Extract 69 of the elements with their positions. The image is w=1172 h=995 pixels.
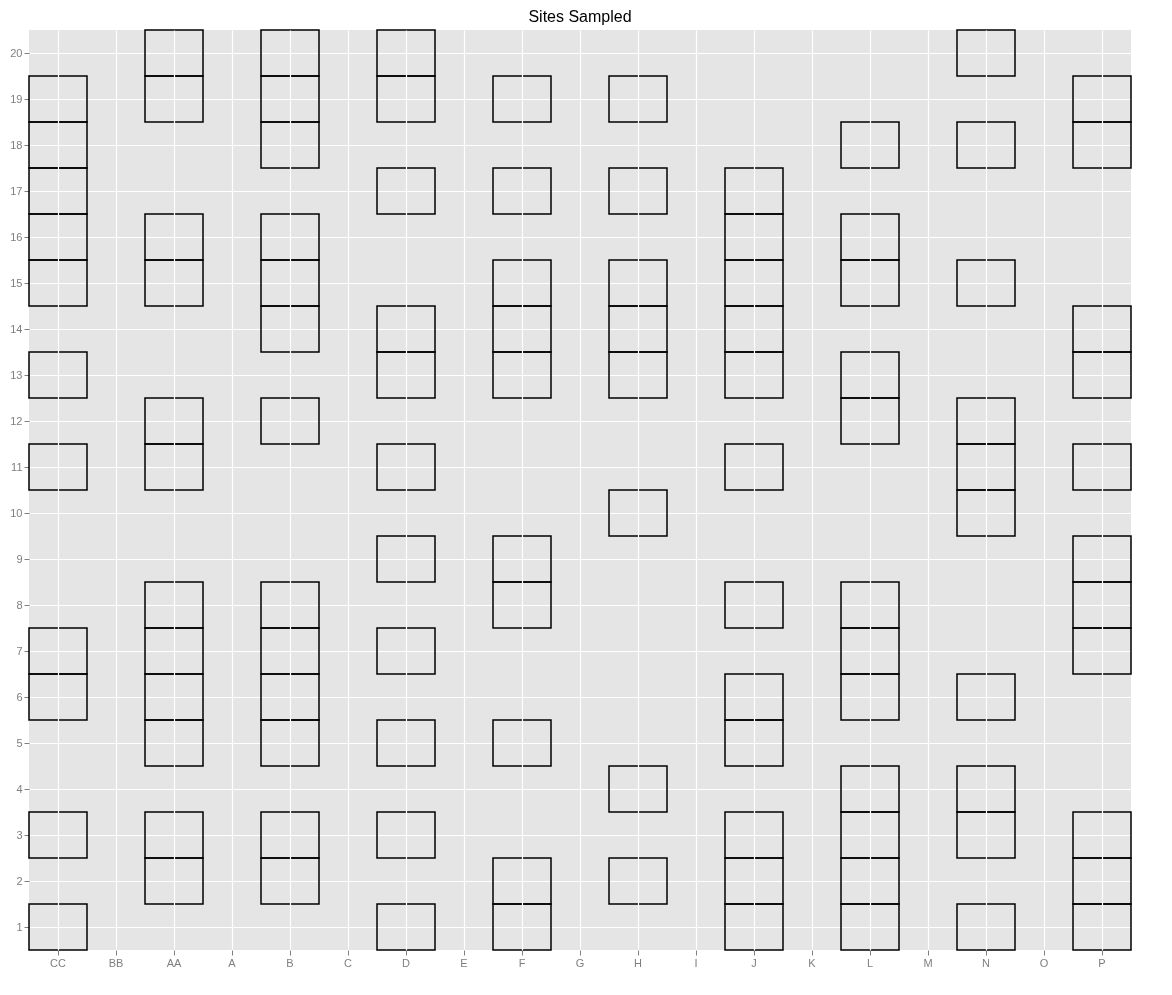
x-tick-label: K	[808, 956, 817, 969]
bar	[376, 627, 436, 675]
x-tick-label: B	[286, 956, 294, 969]
y-tick-label: 8	[16, 598, 23, 611]
bar	[608, 857, 668, 905]
x-tick-label: H	[634, 956, 643, 969]
x-tick-label: F	[518, 956, 526, 969]
bar	[608, 489, 668, 537]
y-tick-label: 11	[11, 460, 23, 473]
bar	[260, 397, 320, 445]
bar	[956, 259, 1016, 307]
x-tick-label: P	[1098, 956, 1106, 969]
bar	[608, 167, 668, 215]
bar	[28, 351, 88, 399]
bar	[956, 903, 1016, 951]
bar	[840, 121, 900, 169]
bar	[608, 75, 668, 123]
y-tick-label: 13	[10, 368, 23, 381]
x-tick-label: A	[228, 956, 237, 969]
y-tick-label: 14	[10, 322, 23, 335]
y-tick-label: 20	[10, 46, 23, 59]
bar	[956, 121, 1016, 169]
bar	[956, 673, 1016, 721]
y-tick-label: 16	[10, 230, 23, 243]
x-tick-label: BB	[108, 956, 124, 969]
x-tick-label: J	[751, 956, 757, 969]
bar	[492, 75, 552, 123]
y-tick-label: 9	[16, 552, 23, 565]
y-tick-label: 6	[16, 690, 23, 703]
y-tick-label: 3	[16, 828, 23, 841]
bar	[956, 29, 1016, 77]
y-tick-label: 19	[10, 92, 23, 105]
x-tick-label: O	[1039, 956, 1049, 969]
y-tick-label: 4	[16, 782, 23, 795]
y-tick-label: 18	[10, 138, 23, 151]
bar	[28, 443, 88, 491]
bar	[376, 811, 436, 859]
y-tick-label: 17	[10, 184, 23, 197]
x-tick-label: L	[866, 956, 874, 969]
y-tick-label: 15	[10, 276, 23, 289]
bar	[376, 167, 436, 215]
x-tick-label: C	[344, 956, 353, 969]
y-tick-label: 2	[16, 874, 23, 887]
x-tick-label: G	[575, 956, 585, 969]
chart-title: Sites Sampled	[528, 8, 632, 26]
x-tick-label: AA	[166, 956, 182, 969]
x-tick-label: D	[402, 956, 411, 969]
bar	[376, 719, 436, 767]
y-tick-label: 7	[16, 644, 23, 657]
x-tick-label: CC	[50, 956, 66, 969]
bar	[28, 903, 88, 951]
bar	[376, 535, 436, 583]
bar	[724, 443, 784, 491]
bar	[492, 167, 552, 215]
x-tick-label: M	[923, 956, 933, 969]
y-tick-label: 10	[10, 506, 23, 519]
bar	[724, 581, 784, 629]
y-tick-label: 12	[10, 414, 23, 427]
bar	[1072, 443, 1132, 491]
y-tick-label: 1	[16, 920, 23, 933]
bar	[492, 719, 552, 767]
bar	[608, 765, 668, 813]
bar	[376, 443, 436, 491]
bar	[376, 903, 436, 951]
x-tick-label: E	[460, 956, 468, 969]
x-tick-label: I	[694, 956, 698, 969]
x-tick-label: N	[982, 956, 991, 969]
bar	[28, 811, 88, 859]
y-tick-label: 5	[16, 736, 23, 749]
